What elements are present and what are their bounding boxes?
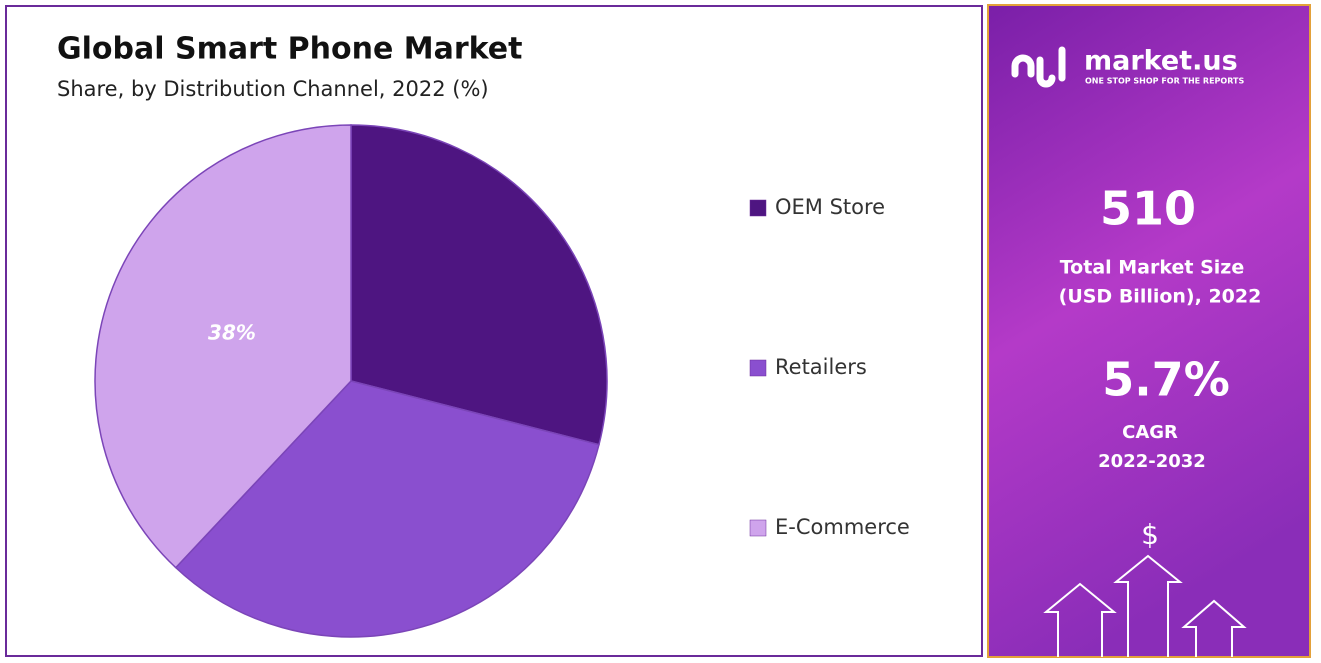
legend-swatch [749,359,767,377]
legend-swatch [749,199,767,217]
cagr-value: 5.7% [1102,353,1230,407]
market-size-label: Total Market Size [1060,257,1244,279]
legend-label: OEM Store [775,195,885,219]
legend-label: Retailers [775,355,867,379]
pie-slice [174,380,600,638]
brand-logo [1011,46,1066,88]
data-label: 38% [208,320,256,344]
legend-label: E-Commerce [775,515,910,539]
sidebar: market.us ONE STOP SHOP FOR THE REPORTS … [987,4,1311,658]
sidebar-panel [987,4,1311,658]
cagr-label: 2022-2032 [1098,451,1206,472]
chart-subtitle: Share, by Distribution Channel, 2022 (%) [57,77,489,101]
market-size-value: 510 [1100,182,1196,236]
pie-slice [94,124,352,569]
legend: OEM Store Retailers E-Commerce [749,195,910,539]
legend-swatch [749,519,767,537]
pie-slice [350,124,608,446]
chart-title: Global Smart Phone Market [57,32,522,67]
pie: 38% [94,124,608,638]
brand-name: market.us [1084,46,1238,77]
growth-arrows [1043,554,1247,657]
brand-tagline: ONE STOP SHOP FOR THE REPORTS [1085,77,1244,86]
market-size-label: (USD Billion), 2022 [1059,286,1262,308]
cagr-label: CAGR [1122,422,1178,443]
dollar-icon: $ [1141,518,1159,551]
